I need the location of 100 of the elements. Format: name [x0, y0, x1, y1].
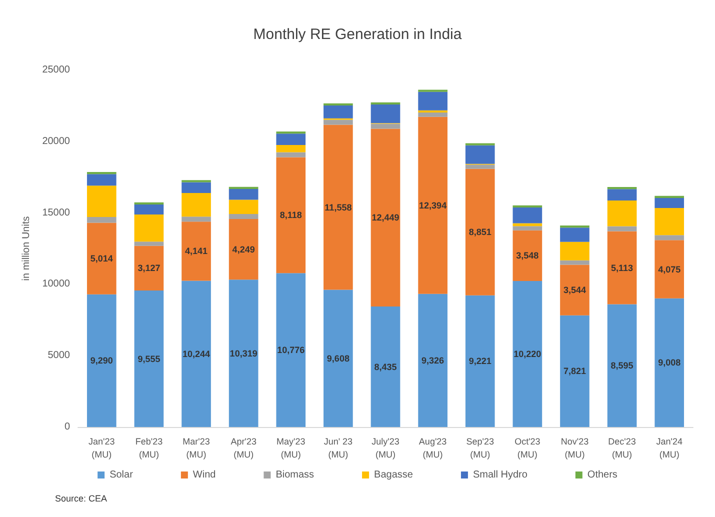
data-label: 8,435 [374, 362, 397, 372]
bar [134, 242, 164, 246]
bar [86, 186, 116, 218]
bar [654, 198, 684, 208]
data-label: 9,008 [658, 358, 681, 368]
bar [560, 315, 590, 427]
data-label: 4,249 [232, 244, 255, 254]
bar [324, 124, 353, 290]
source-note: Source: CEA [55, 494, 108, 504]
bar [370, 128, 400, 307]
bar [418, 116, 448, 294]
data-label: 8,118 [280, 210, 302, 220]
data-label: 5,113 [611, 262, 634, 273]
x-tick-label: Sep'23 (MU) [466, 436, 494, 460]
bar [86, 174, 116, 186]
x-tick-label: July'23 (MU) [372, 436, 400, 460]
bar [276, 157, 306, 274]
bar [276, 152, 306, 158]
bar [512, 281, 542, 427]
bar [134, 214, 164, 242]
data-label: 3,544 [563, 285, 586, 296]
data-label: 9,555 [138, 354, 160, 364]
data-label: 9,290 [90, 356, 113, 366]
bar [228, 214, 258, 219]
bar [607, 200, 637, 226]
legend-label: Bagasse [374, 470, 414, 480]
bar [86, 294, 116, 427]
y-tick-label: 15000 [42, 207, 70, 218]
data-label: 10,776 [277, 345, 305, 356]
x-tick-label: Jun' 23 (MU) [324, 436, 353, 460]
bar [465, 295, 495, 427]
bar [182, 193, 211, 217]
bar [560, 264, 590, 316]
x-tick-label: Dec'23 (MU) [608, 436, 636, 460]
bar [418, 92, 448, 110]
bar [607, 189, 637, 201]
bar [418, 294, 448, 427]
y-tick-label: 10000 [42, 278, 70, 290]
y-tick-label: 20000 [42, 136, 70, 147]
x-tick-label: May'23 (MU) [276, 436, 306, 460]
data-label: 10,244 [182, 348, 210, 359]
bar [465, 145, 495, 164]
legend-label: Others [587, 470, 618, 480]
bar [276, 145, 306, 152]
data-label: 8,595 [610, 360, 634, 371]
bar [182, 222, 211, 281]
bar [134, 204, 164, 214]
x-tick-label: Oct'23 (MU) [514, 436, 540, 460]
legend-label: Solar [110, 470, 134, 480]
bar [512, 226, 542, 230]
bar [86, 217, 116, 223]
bar [134, 290, 164, 427]
bar [560, 260, 590, 265]
bar [560, 225, 590, 228]
bar [370, 306, 400, 427]
data-label: 9,326 [422, 355, 444, 366]
bar [228, 218, 258, 280]
bar [654, 240, 684, 298]
x-tick-label: Nov'23 (MU) [560, 436, 589, 460]
data-label: 12,394 [419, 200, 447, 210]
bar [560, 242, 590, 260]
bar [324, 120, 353, 125]
data-label: 3,127 [138, 263, 160, 274]
bar [560, 228, 590, 242]
bar [370, 124, 400, 129]
data-label: 9,221 [468, 356, 492, 366]
x-tick-label: Feb'23 (MU) [135, 436, 163, 460]
x-tick-label: Apr'23 (MU) [230, 436, 256, 460]
bar [654, 235, 684, 240]
bar [182, 182, 211, 194]
bar [607, 231, 637, 304]
data-label: 7,821 [563, 366, 586, 376]
x-tick-label: Jan'23 (MU) [88, 436, 115, 460]
bar [228, 280, 258, 427]
data-label: 4,141 [185, 246, 208, 256]
bar [276, 273, 306, 427]
chart-title: Monthly RE Generation in India [253, 26, 462, 43]
bar [228, 200, 258, 214]
x-tick-label: Jan'24 (MU) [656, 436, 682, 460]
bar [276, 131, 306, 134]
bar [512, 230, 542, 282]
bar [607, 304, 637, 427]
bar [86, 222, 116, 294]
bar [370, 104, 400, 124]
bar [607, 186, 637, 190]
data-label: 8,851 [468, 227, 492, 238]
bar [182, 216, 211, 222]
bar [512, 208, 542, 224]
bar [182, 280, 211, 427]
data-label: 11,558 [324, 202, 352, 212]
legend-label: Wind [192, 470, 216, 480]
bar [654, 208, 684, 236]
bar [654, 298, 684, 427]
bar [324, 290, 353, 427]
bar [512, 205, 542, 208]
bar [324, 105, 353, 118]
bar [418, 110, 448, 113]
data-label: 5,014 [90, 254, 113, 264]
data-label: 12,449 [372, 212, 400, 223]
data-label: 3,548 [516, 250, 539, 261]
